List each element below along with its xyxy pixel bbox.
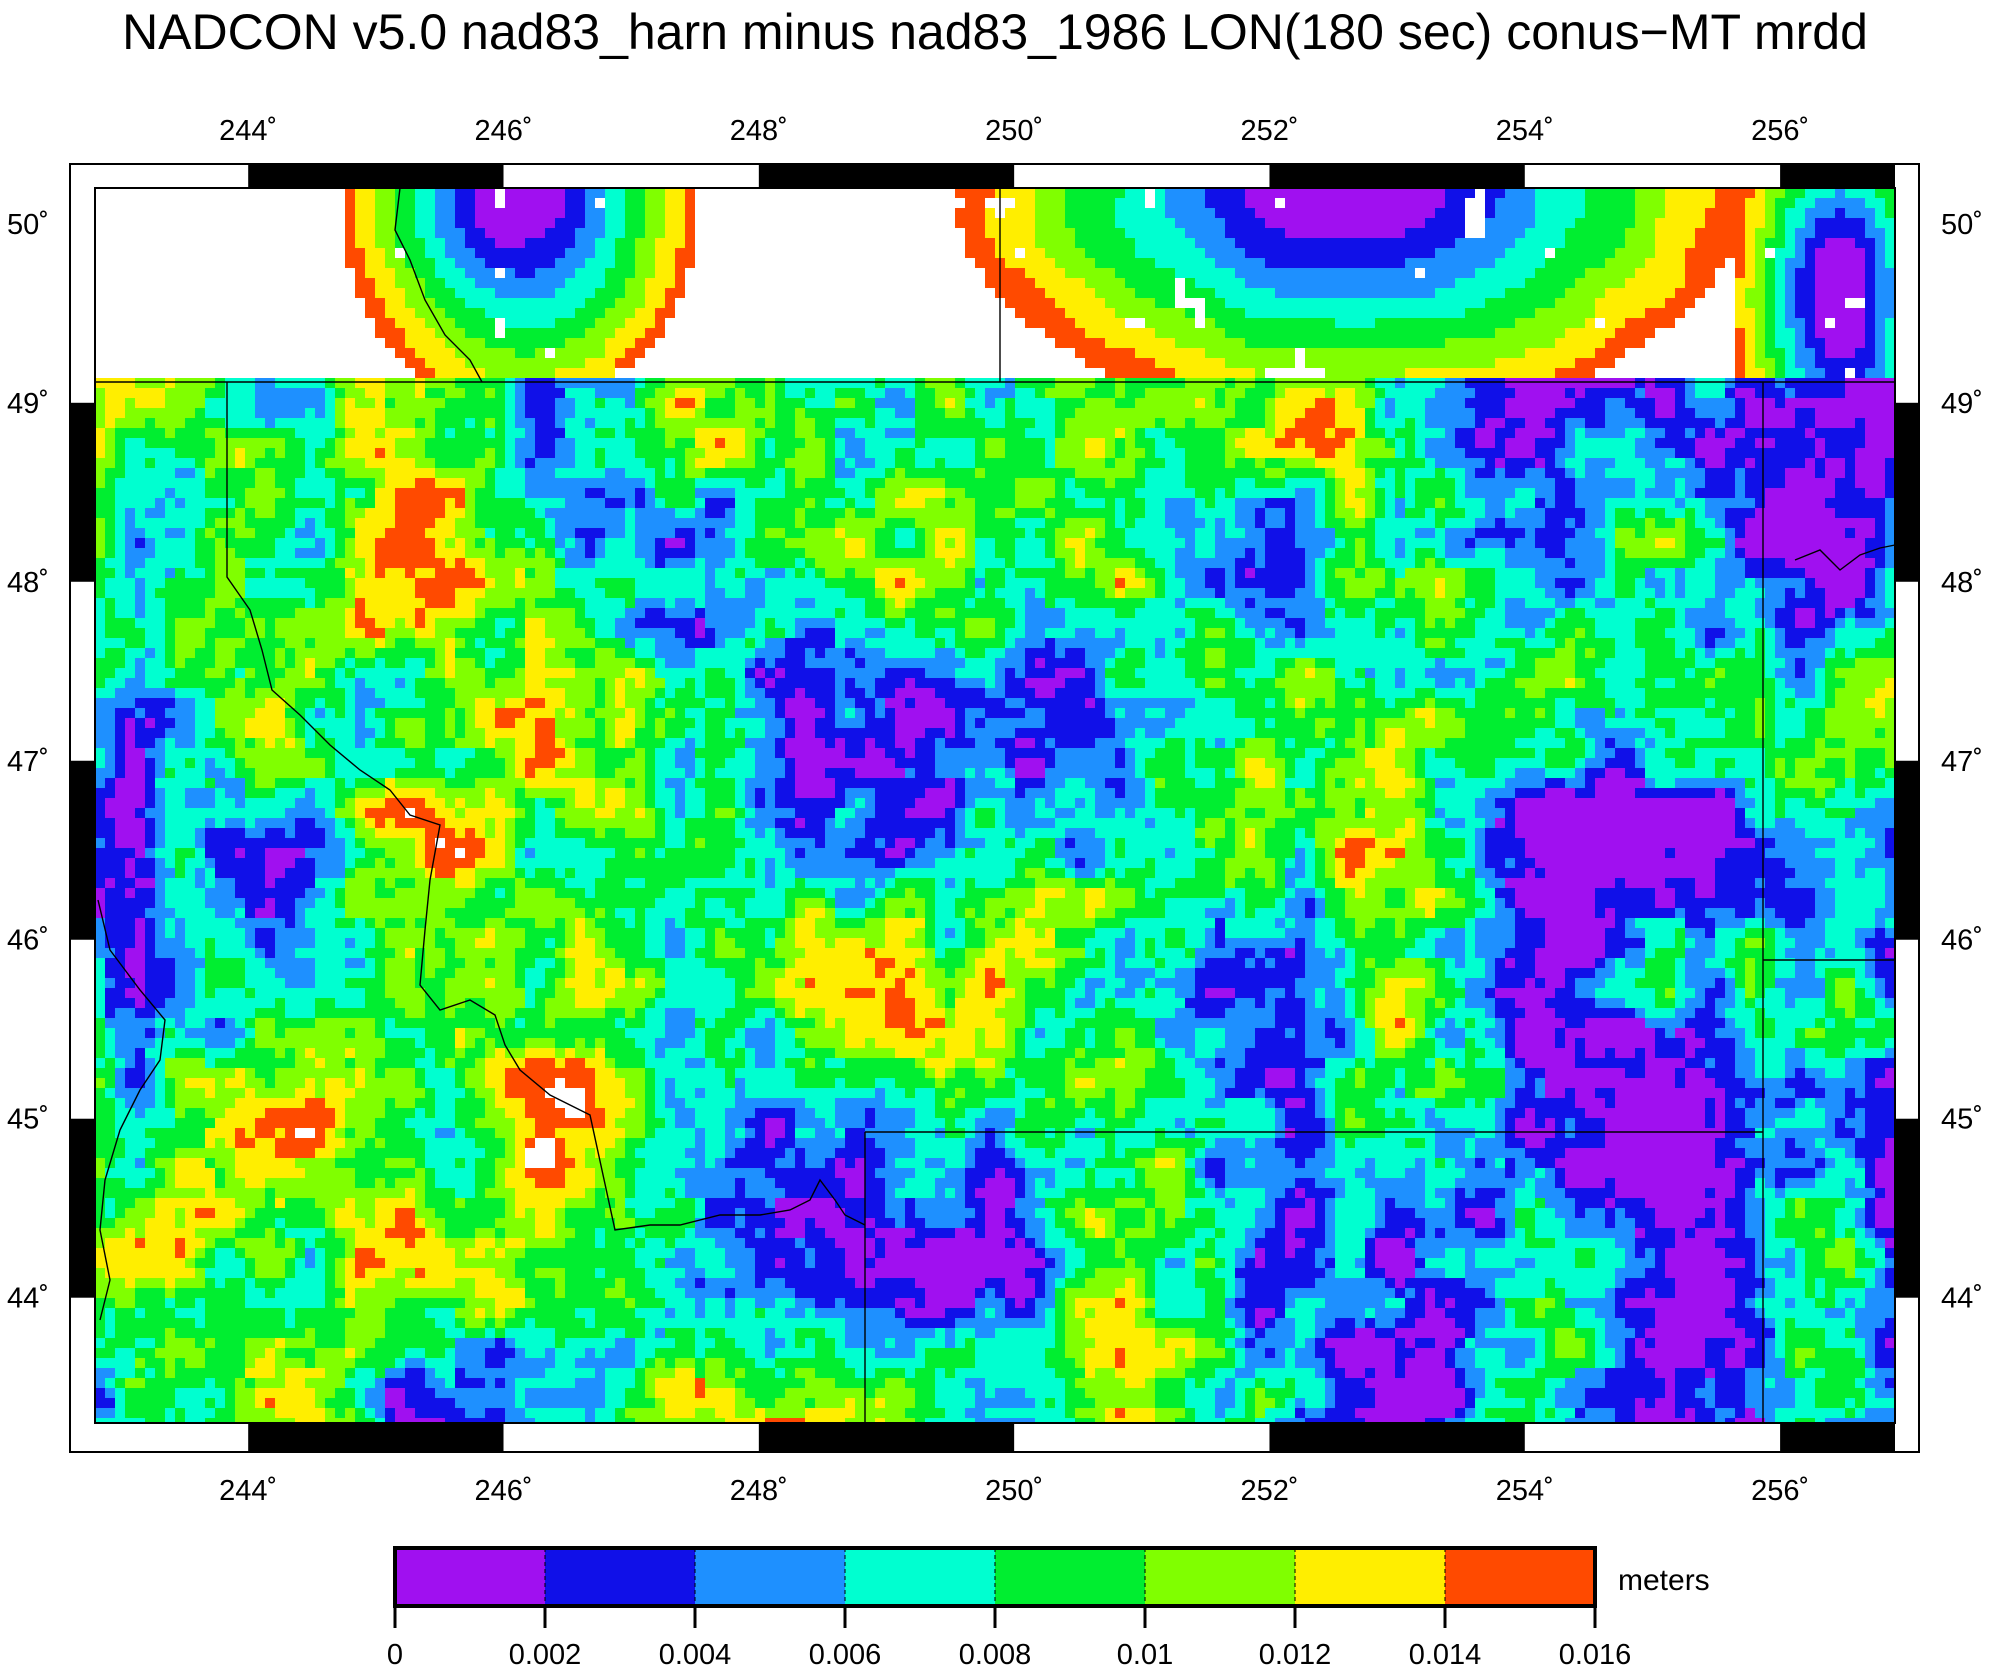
lon-tick-label-top: 248˚ xyxy=(730,115,788,147)
colorbar-tick-label: 0.014 xyxy=(1409,1639,1482,1671)
lon-tick-label-bottom: 250˚ xyxy=(985,1475,1043,1507)
lon-tick-label-bottom: 256˚ xyxy=(1751,1475,1809,1507)
frame-segment-left xyxy=(70,761,95,940)
frame-segment-right xyxy=(1895,761,1919,940)
lat-tick-label-right: 47˚ xyxy=(1941,746,1983,778)
lat-tick-label-left: 49˚ xyxy=(7,388,49,420)
lat-tick-label-left: 46˚ xyxy=(7,925,49,957)
frame-segment-top xyxy=(248,164,503,188)
lat-tick-label-right: 49˚ xyxy=(1941,388,1983,420)
frame-segment-left xyxy=(70,1119,95,1298)
colorbar-tick-label: 0.004 xyxy=(659,1639,732,1671)
lat-ticks-left: 50˚ 49˚ 48˚ 47˚ 46˚ 45˚ 44˚ xyxy=(7,209,49,1315)
frame-segment-left xyxy=(70,403,95,582)
lon-tick-label-bottom: 248˚ xyxy=(730,1475,788,1507)
lat-tick-label-left: 44˚ xyxy=(7,1283,49,1315)
colorbar-swatch xyxy=(695,1548,845,1606)
lat-tick-label-right: 45˚ xyxy=(1941,1104,1983,1136)
colorbar-unit-label: meters xyxy=(1618,1564,1710,1597)
lon-tick-label-bottom: 254˚ xyxy=(1496,1475,1554,1507)
colorbar-tick-label: 0.012 xyxy=(1259,1639,1332,1671)
colorbar-swatch xyxy=(1145,1548,1295,1606)
frame-segment-right xyxy=(1895,403,1919,582)
lat-tick-label-left: 50˚ xyxy=(7,209,49,241)
frame-segment-top xyxy=(1780,164,1895,188)
lat-tick-label-right: 46˚ xyxy=(1941,925,1983,957)
lat-tick-label-left: 47˚ xyxy=(7,746,49,778)
colorbar-swatch xyxy=(395,1548,545,1606)
frame-segment-bottom xyxy=(1780,1423,1895,1452)
lon-tick-label-top: 246˚ xyxy=(474,115,532,147)
colorbar-tick-label: 0 xyxy=(387,1639,403,1671)
lat-ticks-right: 50˚ 49˚ 48˚ 47˚ 46˚ 45˚ 44˚ xyxy=(1941,209,1983,1315)
colorbar-tick-label: 0.01 xyxy=(1117,1639,1173,1671)
frame-segment-right xyxy=(1895,1119,1919,1298)
lat-tick-label-left: 45˚ xyxy=(7,1104,49,1136)
lon-tick-label-top: 250˚ xyxy=(985,115,1043,147)
lon-ticks-bottom: 244˚ 246˚ 248˚ 250˚ 252˚ 254˚ 256˚ xyxy=(219,1475,1809,1507)
colorbar-tick-label: 0.002 xyxy=(509,1639,582,1671)
colorbar-swatch xyxy=(995,1548,1145,1606)
frame-segment-bottom xyxy=(1269,1423,1524,1452)
colorbar-tick-label: 0.006 xyxy=(809,1639,882,1671)
colorbar-swatch xyxy=(845,1548,995,1606)
colorbar-tick-label: 0.008 xyxy=(959,1639,1032,1671)
colorbar-swatch xyxy=(545,1548,695,1606)
lat-tick-label-right: 48˚ xyxy=(1941,567,1983,599)
frame-segment-top xyxy=(1269,164,1524,188)
lon-tick-label-bottom: 244˚ xyxy=(219,1475,277,1507)
frame-segment-top xyxy=(759,164,1014,188)
lat-tick-label-left: 48˚ xyxy=(7,567,49,599)
lon-ticks-top: 244˚ 246˚ 248˚ 250˚ 252˚ 254˚ 256˚ xyxy=(219,115,1809,147)
lon-tick-label-top: 254˚ xyxy=(1496,115,1554,147)
colorbar-swatch xyxy=(1445,1548,1595,1606)
colorbar-swatch xyxy=(1295,1548,1445,1606)
frame-segment-bottom xyxy=(248,1423,503,1452)
lon-tick-label-top: 244˚ xyxy=(219,115,277,147)
colorbar: 0 0.002 0.004 0.006 0.008 0.01 0.012 0.014 0.016 xyxy=(387,1548,1631,1671)
shift-field xyxy=(95,188,1895,1428)
lat-tick-label-right: 44˚ xyxy=(1941,1283,1983,1315)
lon-tick-label-bottom: 246˚ xyxy=(474,1475,532,1507)
lon-tick-label-top: 252˚ xyxy=(1240,115,1298,147)
lat-tick-label-right: 50˚ xyxy=(1941,209,1983,241)
frame-segment-bottom xyxy=(759,1423,1014,1452)
lon-tick-label-bottom: 252˚ xyxy=(1240,1475,1298,1507)
lon-tick-label-top: 256˚ xyxy=(1751,115,1809,147)
colorbar-tick-label: 0.016 xyxy=(1559,1639,1632,1671)
